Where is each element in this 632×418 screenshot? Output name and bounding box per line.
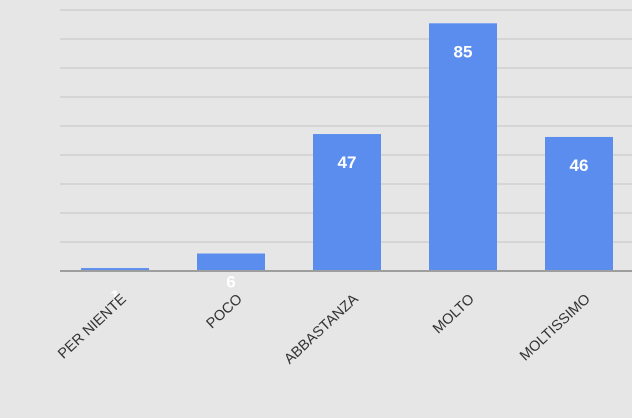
category-labels: PER NIENTE POCO ABBASTANZA MOLTO MOLTISSIMO bbox=[55, 291, 594, 368]
bar-per-niente bbox=[81, 268, 149, 271]
value-labels: 1 6 47 85 46 bbox=[110, 42, 588, 306]
gridlines bbox=[60, 9, 632, 243]
data-label: 1 bbox=[110, 287, 119, 306]
data-label: 6 bbox=[226, 273, 235, 292]
category-tick-label: POCO bbox=[204, 291, 246, 332]
bar-poco bbox=[197, 253, 265, 271]
data-label: 47 bbox=[338, 153, 357, 172]
bar-abbastanza bbox=[313, 134, 381, 271]
bars bbox=[81, 23, 613, 271]
category-tick-label: MOLTO bbox=[430, 291, 478, 337]
category-tick-label: PER NIENTE bbox=[55, 291, 130, 362]
bar-moltissimo bbox=[545, 136, 613, 271]
category-tick-label: ABBASTANZA bbox=[281, 291, 361, 368]
data-label: 85 bbox=[454, 42, 473, 61]
bar-molto bbox=[429, 23, 497, 271]
data-label: 46 bbox=[570, 156, 589, 175]
category-tick-label: MOLTISSIMO bbox=[517, 291, 594, 364]
